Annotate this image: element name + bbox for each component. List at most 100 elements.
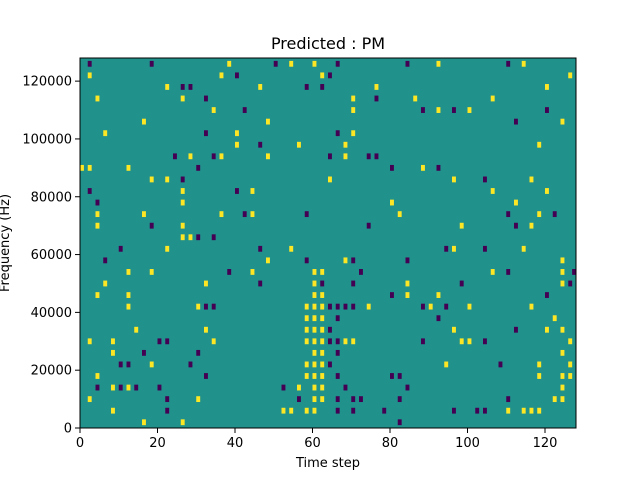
heatmap-cell-152 [126,303,131,310]
heatmap-cell-224 [312,373,317,379]
heatmap-cell-1 [149,60,154,67]
heatmap-cell-147 [320,292,325,298]
heatmap-cell-167 [467,303,472,310]
heatmap-cell-209 [118,361,123,368]
heatmap-cell-133 [572,269,577,275]
heatmap-cell-6 [335,60,340,67]
heatmap-cell-19 [188,84,193,90]
heatmap-cell-59 [328,153,332,160]
heatmap-cell-121 [405,257,410,264]
heatmap-cell-18 [180,84,185,90]
heatmap-cell-8 [436,60,441,67]
y-tick-label: 60000 [31,248,72,263]
heatmap-cell-203 [142,349,146,356]
heatmap-cell-12 [219,72,224,79]
heatmap-cell-179 [320,326,325,333]
heatmap-cell-61 [366,153,371,160]
x-axis: 0 20 40 60 80 100 120 [76,428,557,451]
heatmap-cell-267 [452,407,456,414]
heatmap-cell-106 [196,234,201,241]
heatmap-cell-74 [452,176,456,183]
heatmap-cell-221 [95,373,100,379]
heatmap-cells [80,60,577,426]
heatmap-cell-170 [312,315,317,322]
heatmap-cell-231 [568,373,573,379]
heatmap-cell-271 [521,407,526,414]
heatmap-cell-101 [459,222,464,229]
heatmap-cell-131 [506,269,511,275]
heatmap-cell-193 [328,338,332,345]
heatmap-cell-192 [320,338,325,345]
heatmap-cell-212 [188,361,193,368]
heatmap-cell-259 [165,407,170,414]
heatmap-cell-165 [428,303,433,310]
heatmap-cell-220 [568,361,573,368]
heatmap-cell-272 [529,407,534,414]
heatmap-cell-33 [242,107,247,113]
heatmap-cell-102 [514,222,518,229]
heatmap-cell-189 [211,338,216,345]
heatmap-cell-50 [258,141,263,148]
heatmap-cell-226 [335,373,340,379]
heatmap-cell-46 [235,130,239,137]
heatmap-cell-144 [95,292,100,298]
heatmap-cell-164 [421,303,425,310]
heatmap-cell-261 [289,407,294,414]
heatmap-cell-143 [568,280,573,287]
heatmap-cell-241 [320,384,325,391]
heatmap-cell-15 [328,72,332,79]
heatmap-cell-223 [304,373,309,379]
heatmap-cell-159 [328,303,332,310]
heatmap-cell-266 [382,407,387,414]
heatmap-cell-64 [87,164,92,171]
heatmap-cell-258 [111,407,115,414]
heatmap-cell-21 [304,84,309,90]
heatmap-cell-4 [289,60,294,67]
heatmap-cell-41 [266,118,270,125]
heatmap-cell-248 [297,396,301,403]
heatmap-cell-168 [529,303,534,310]
heatmap-cell-243 [405,384,410,391]
heatmap-cell-177 [304,326,309,333]
heatmap-cell-222 [204,373,208,379]
heatmap-cell-2 [227,60,232,67]
heatmap-cell-161 [343,303,348,310]
heatmap-cell-160 [335,303,340,310]
heatmap-cell-255 [506,396,511,403]
heatmap-cell-162 [351,303,356,310]
y-tick-label: 120000 [22,75,72,90]
heatmap-cell-124 [149,269,154,275]
heatmap-cell-219 [537,361,542,368]
heatmap-cell-141 [459,280,464,287]
heatmap-cell-43 [560,118,565,125]
heatmap-cell-254 [397,396,402,403]
heatmap-cell-83 [95,199,100,206]
heatmap-cell-58 [266,153,270,160]
heatmap-cell-238 [281,384,286,391]
heatmap-cell-10 [521,60,526,67]
heatmap-cell-85 [390,199,394,206]
heatmap-cell-229 [537,373,542,379]
heatmap-cell-116 [103,257,108,264]
heatmap-cell-42 [514,118,518,125]
heatmap-cell-227 [390,373,394,379]
heatmap-cell-44 [103,130,108,137]
heatmap-cell-233 [111,384,115,391]
heatmap-cell-55 [188,153,193,160]
heatmap-cell-214 [312,361,317,368]
heatmap-cell-75 [483,176,487,183]
heatmap-cell-270 [506,407,511,414]
heatmap-cell-260 [281,407,286,414]
heatmap-cell-89 [219,211,224,218]
heatmap-cell-16 [568,72,573,79]
heatmap-cell-188 [165,338,170,345]
heatmap-cell-247 [196,396,201,403]
heatmap-cell-196 [351,338,356,345]
heatmap-cell-155 [211,303,216,310]
heatmap-cell-263 [312,407,317,414]
heatmap-cell-211 [149,361,154,368]
heatmap-cell-252 [351,396,356,403]
heatmap-cell-199 [467,338,472,345]
heatmap-cell-22 [320,84,325,90]
heatmap-cell-91 [250,211,255,218]
